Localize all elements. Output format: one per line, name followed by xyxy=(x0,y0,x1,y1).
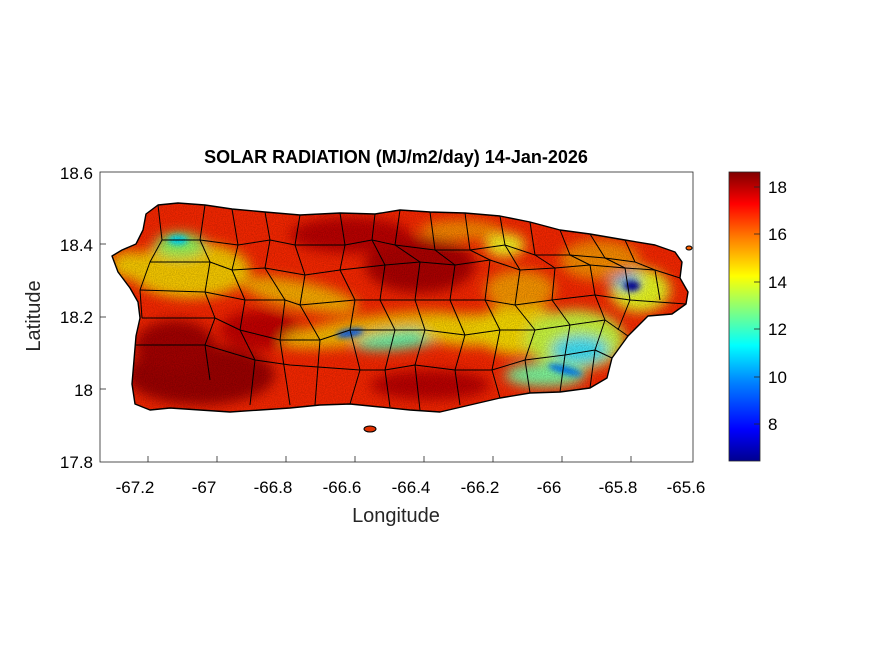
colorbar-tick-label: 14 xyxy=(768,273,787,292)
colorbar-tick-label: 10 xyxy=(768,368,787,387)
x-tick-label: -66.4 xyxy=(392,478,431,497)
x-tick-label: -66.8 xyxy=(254,478,293,497)
colorbar: 18 16 14 12 10 8 xyxy=(728,171,787,462)
y-tick-label: 18.6 xyxy=(60,164,93,183)
y-tick-label: 18.2 xyxy=(60,308,93,327)
y-tick-label: 18 xyxy=(74,381,93,400)
x-tick-label: -67 xyxy=(192,478,217,497)
island-coastline xyxy=(111,202,689,413)
map-title: SOLAR RADIATION (MJ/m2/day) 14-Jan-2026 xyxy=(204,147,588,167)
x-axis: -67.2 -67 -66.8 -66.6 -66.4 -66.2 -66 -6… xyxy=(116,456,706,497)
colorbar-tick-label: 18 xyxy=(768,178,787,197)
islet-south xyxy=(363,425,377,433)
colorbar-tick-label: 12 xyxy=(768,320,787,339)
x-tick-label: -67.2 xyxy=(116,478,155,497)
colorbar-tick-label: 8 xyxy=(768,415,777,434)
y-axis: 18.6 18.4 18.2 18 17.8 xyxy=(60,164,106,472)
x-tick-label: -65.6 xyxy=(667,478,706,497)
x-tick-label: -66 xyxy=(537,478,562,497)
colorbar-tick-label: 16 xyxy=(768,225,787,244)
municipal-boundaries xyxy=(136,204,687,411)
island-heatmap xyxy=(112,203,688,412)
x-tick-label: -66.2 xyxy=(461,478,500,497)
x-tick-label: -65.8 xyxy=(599,478,638,497)
colorbar-scale xyxy=(728,171,761,462)
x-axis-label: Longitude xyxy=(352,505,440,527)
x-tick-label: -66.6 xyxy=(323,478,362,497)
y-tick-label: 17.8 xyxy=(60,453,93,472)
y-tick-label: 18.4 xyxy=(60,236,93,255)
y-axis-label: Latitude xyxy=(23,280,45,351)
islet-east xyxy=(685,245,693,251)
